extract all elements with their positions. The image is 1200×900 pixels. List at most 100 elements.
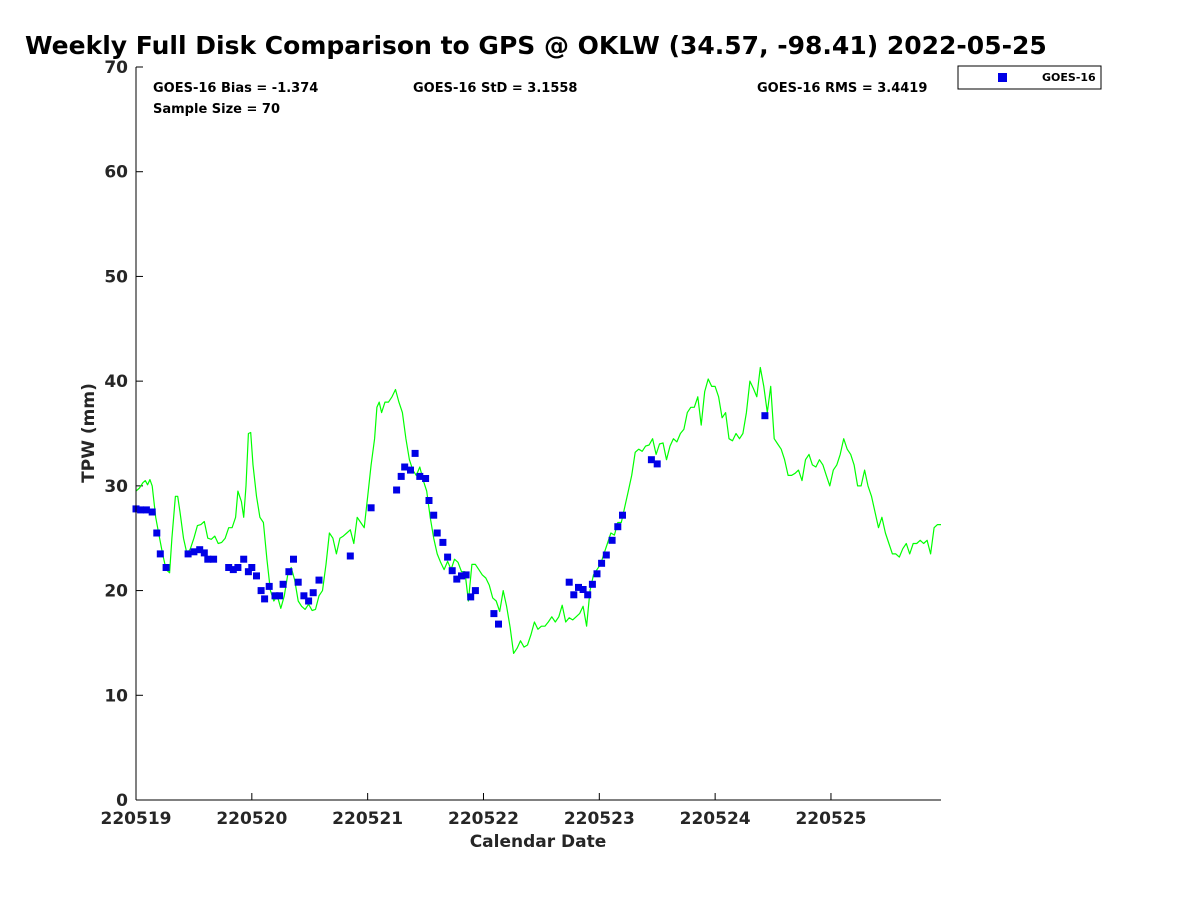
goes16-point [448, 567, 456, 575]
gps-tpw-line [135, 366, 941, 655]
x-tick-label: 220525 [795, 809, 866, 829]
goes16-point [225, 564, 233, 571]
goes16-point [462, 571, 470, 579]
x-tick-label: 220520 [216, 809, 287, 829]
goes16-point [367, 504, 375, 512]
goes16-point [156, 550, 164, 558]
goes16-point [471, 587, 479, 595]
goes16-point [210, 555, 218, 563]
goes16-point [439, 538, 447, 546]
goes16-point [608, 536, 616, 544]
goes16-point [393, 486, 401, 494]
goes16-point [565, 578, 573, 586]
goes16-point [204, 555, 212, 563]
goes16-point [248, 564, 256, 571]
goes16-point [453, 575, 461, 583]
goes16-point [315, 576, 323, 584]
x-tick-label: 220519 [101, 809, 172, 829]
y-tick-label: 60 [104, 163, 128, 183]
goes16-point [584, 591, 592, 599]
goes16-point [761, 412, 769, 420]
goes16-point [253, 572, 260, 580]
legend: GOES-16 [957, 65, 1102, 90]
y-tick-label: 50 [104, 267, 128, 287]
goes16-point [309, 589, 317, 597]
goes16-point [184, 550, 192, 558]
goes16-point [575, 583, 582, 591]
gps-series-layer [135, 366, 941, 655]
goes16-point [346, 552, 354, 560]
legend-label-goes16: GOES-16 [1042, 71, 1096, 84]
x-axis-label: Calendar Date [470, 832, 607, 852]
goes16-point [401, 463, 409, 471]
goes16-point [495, 620, 502, 628]
goes16-point [425, 497, 433, 504]
goes16-point [305, 597, 313, 605]
goes16-point [190, 548, 198, 556]
goes16-point [196, 546, 204, 554]
goes16-point [588, 580, 596, 588]
goes16-point [271, 592, 279, 600]
goes16-point [162, 564, 170, 571]
goes16-point [285, 568, 293, 576]
goes16-point [593, 570, 601, 578]
x-tick-label: 220521 [332, 809, 403, 829]
chart-title: Weekly Full Disk Comparison to GPS @ OKL… [25, 31, 1047, 60]
legend-marker-goes16 [998, 73, 1007, 82]
goes16-point [142, 506, 150, 514]
bias-stat: GOES-16 Bias = -1.374 [153, 81, 318, 96]
goes16-point [444, 553, 452, 561]
x-tick-label: 220523 [564, 809, 635, 829]
goes16-point [240, 555, 248, 563]
goes16-point [653, 460, 661, 468]
goes16-point [265, 582, 273, 590]
goes16-point [579, 586, 587, 593]
goes16-point [200, 549, 208, 557]
goes16-point [570, 591, 578, 599]
goes16-point [433, 529, 441, 537]
legend-box [957, 65, 1102, 90]
y-axis: 0 10 20 30 40 50 60 70 [104, 58, 143, 811]
goes16-point [276, 592, 284, 600]
y-tick-label: 0 [116, 791, 128, 811]
goes16-point [290, 555, 297, 563]
goes16-point [619, 511, 626, 519]
goes16-point [234, 564, 242, 571]
goes16-point [647, 456, 655, 464]
goes16-point [430, 511, 438, 519]
goes16-point [300, 592, 308, 600]
goes16-point [153, 529, 161, 537]
goes16-point [407, 466, 414, 474]
y-axis-label: TPW (mm) [79, 383, 99, 483]
std-stat: GOES-16 StD = 3.1558 [413, 81, 577, 96]
y-tick-label: 70 [104, 58, 128, 78]
goes16-point [598, 559, 606, 567]
x-tick-label: 220524 [680, 809, 751, 829]
goes16-point [244, 568, 252, 576]
goes16-point [397, 472, 405, 480]
goes16-point [411, 449, 419, 457]
rms-stat: GOES-16 RMS = 3.4419 [757, 81, 927, 96]
y-tick-label: 30 [104, 477, 128, 497]
goes16-point [458, 572, 465, 580]
y-tick-label: 40 [104, 372, 128, 392]
goes16-point [279, 580, 287, 588]
goes16-point [490, 610, 498, 618]
goes16-point [261, 595, 269, 603]
y-tick-label: 20 [104, 582, 128, 602]
goes16-point [257, 587, 265, 595]
goes16-point [416, 472, 424, 480]
goes16-point [229, 566, 237, 574]
y-tick-label: 10 [104, 686, 128, 706]
goes16-point [467, 593, 475, 601]
goes16-point [422, 475, 430, 482]
plot-area [136, 67, 941, 800]
x-axis: 220519 220520 220521 220522 220523 220524 2205… [101, 793, 866, 829]
goes16-point [148, 508, 156, 516]
x-tick-label: 220522 [448, 809, 519, 829]
goes16-point [294, 578, 302, 586]
goes16-point [602, 551, 610, 559]
sample-size-stat: Sample Size = 70 [153, 102, 280, 117]
goes16-point [614, 523, 622, 531]
